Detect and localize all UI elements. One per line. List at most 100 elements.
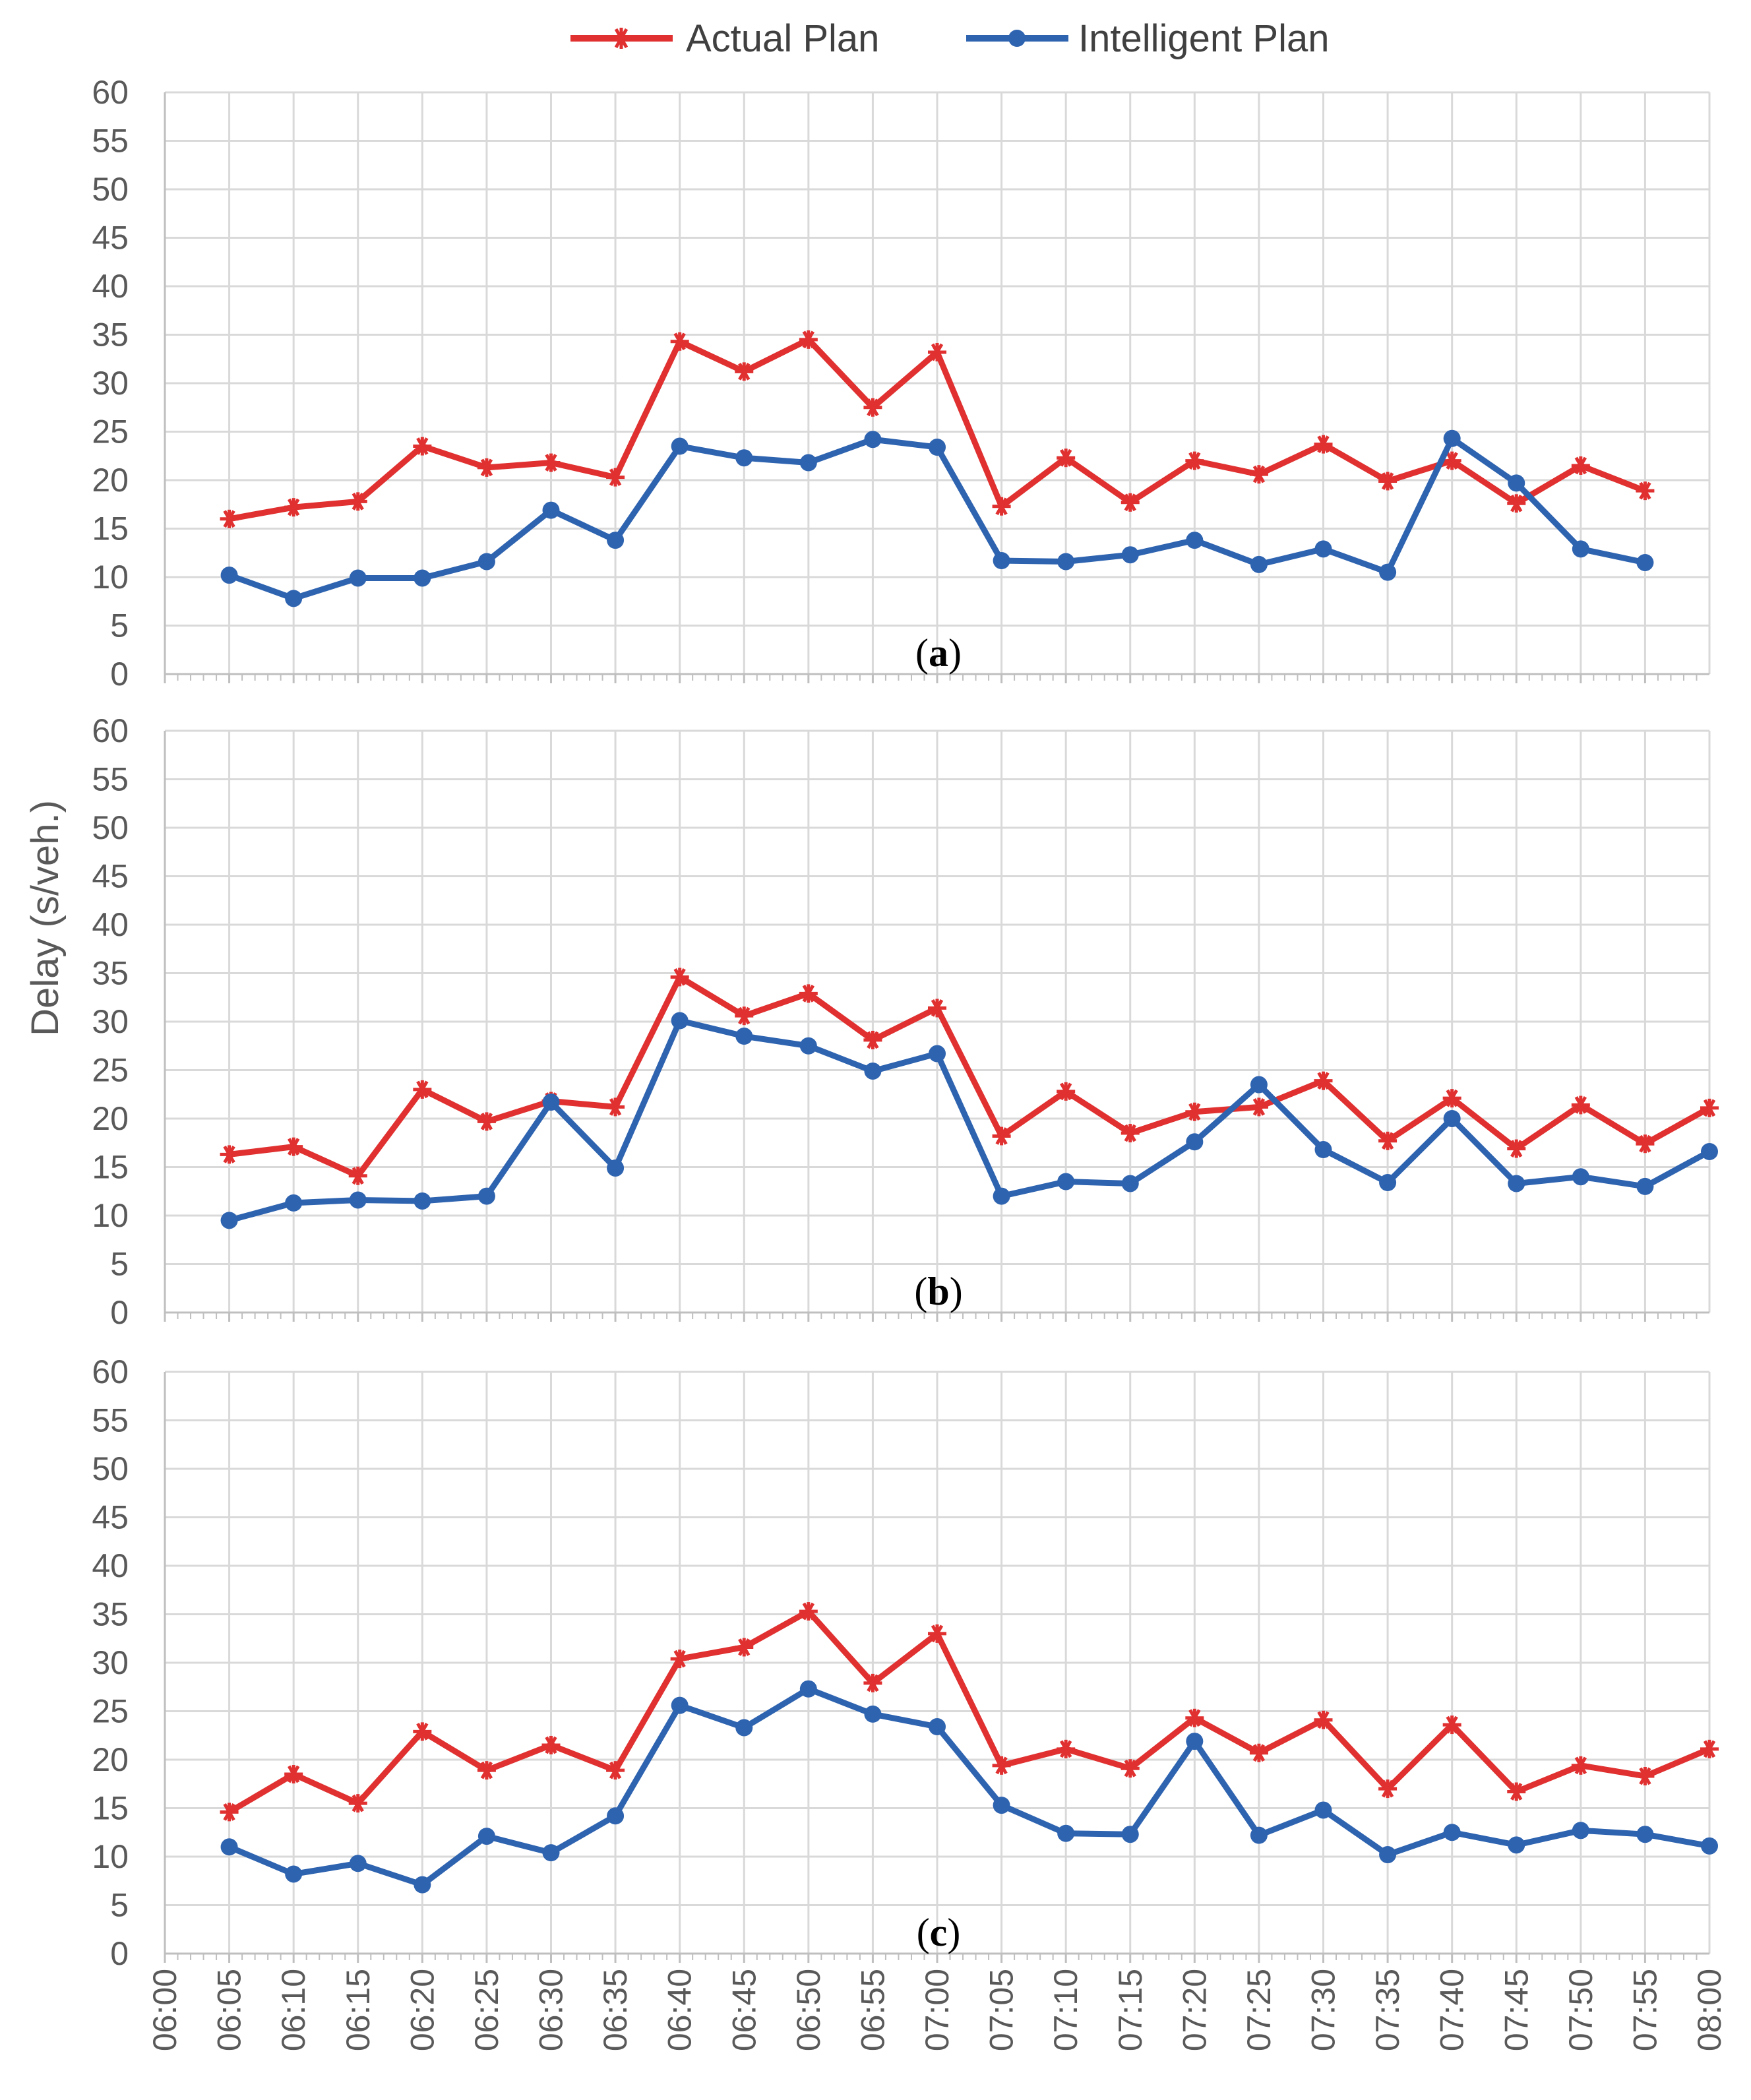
data-point-circle	[1636, 1826, 1654, 1843]
data-point-asterisk	[863, 1673, 882, 1692]
y-tick-labels: 0 5 10 15 20 25 30 35 40 45 50 55 60	[92, 712, 129, 1331]
data-point-asterisk	[541, 1735, 561, 1754]
data-point-circle	[799, 1680, 817, 1698]
data-point-circle	[1250, 1826, 1268, 1844]
data-point-circle	[1572, 1822, 1589, 1839]
panel-label: (c)	[917, 1911, 961, 1954]
x-tick-label: 07:50	[1562, 1969, 1599, 2051]
data-point-asterisk	[1571, 1756, 1590, 1775]
data-point-asterisk	[1314, 435, 1333, 454]
y-tick-label: 50	[92, 809, 129, 846]
y-tick-label: 35	[92, 1596, 129, 1633]
data-point-asterisk	[220, 1803, 239, 1822]
x-tick-label: 07:10	[1047, 1969, 1084, 2051]
data-point-asterisk	[1121, 493, 1140, 512]
data-point-circle	[349, 569, 367, 587]
x-tick-label: 06:30	[533, 1969, 570, 2051]
data-point-asterisk	[1057, 1739, 1076, 1758]
y-tick-label: 20	[92, 1100, 129, 1137]
y-tick-label: 0	[110, 1294, 129, 1331]
data-point-circle	[607, 1807, 625, 1825]
data-point-circle	[1057, 1824, 1075, 1842]
data-point-asterisk	[1249, 1743, 1268, 1762]
data-point-asterisk	[1378, 472, 1398, 491]
y-tick-label: 0	[110, 656, 129, 693]
data-point-asterisk	[863, 398, 882, 417]
data-point-circle	[414, 1192, 431, 1210]
data-point-asterisk	[1507, 494, 1526, 513]
data-point-circle	[671, 1012, 689, 1030]
panel-label-close: )	[947, 1911, 960, 1954]
data-point-asterisk	[1314, 1071, 1333, 1090]
data-point-asterisk	[1057, 448, 1076, 468]
data-point-circle	[1636, 553, 1654, 571]
data-point-asterisk	[735, 362, 754, 381]
y-tick-label: 5	[110, 1246, 129, 1283]
series-intelligent-plan	[220, 1680, 1718, 1894]
y-tick-label: 45	[92, 220, 129, 257]
data-point-circle	[993, 1187, 1010, 1205]
data-point-circle	[477, 1187, 495, 1205]
data-point-circle	[1443, 1110, 1461, 1127]
data-point-asterisk	[863, 1030, 882, 1049]
x-tick-label: 08:00	[1691, 1969, 1728, 2051]
series-intelligent-plan	[220, 429, 1654, 607]
data-point-circle	[1121, 1175, 1139, 1192]
x-tick-label: 07:45	[1498, 1969, 1535, 2051]
legend-intelligent-marker	[1008, 30, 1026, 47]
data-point-circle	[1250, 1076, 1268, 1094]
data-point-asterisk	[220, 509, 239, 528]
data-point-circle	[735, 1028, 753, 1045]
data-point-circle	[1314, 1801, 1332, 1819]
series-actual-plan	[220, 968, 1719, 1185]
data-point-asterisk	[670, 968, 689, 987]
data-point-asterisk	[1185, 1708, 1204, 1727]
series-line	[228, 1608, 1711, 1815]
x-tick-label: 06:55	[854, 1969, 891, 2051]
data-point-circle	[285, 590, 303, 607]
data-point-circle	[1508, 474, 1525, 492]
data-point-asterisk	[541, 453, 561, 472]
x-tick-label: 07:30	[1305, 1969, 1342, 2051]
x-tick-label: 06:50	[790, 1969, 827, 2051]
data-point-circle	[607, 1159, 625, 1177]
data-point-asterisk	[799, 1602, 818, 1621]
data-point-asterisk	[413, 1722, 432, 1741]
data-point-asterisk	[928, 342, 946, 361]
data-point-asterisk	[606, 1097, 625, 1117]
data-point-circle	[1572, 1168, 1589, 1186]
x-tick-label: 06:15	[340, 1969, 377, 2051]
legend-actual-label: Actual Plan	[686, 17, 879, 60]
data-point-asterisk	[1378, 1779, 1398, 1799]
data-point-asterisk	[284, 1765, 303, 1784]
data-point-circle	[799, 454, 817, 472]
data-point-asterisk	[735, 1006, 754, 1026]
y-tick-label: 60	[92, 1353, 129, 1390]
y-tick-label: 50	[92, 1450, 129, 1487]
panel-label: (b)	[914, 1270, 962, 1313]
data-point-asterisk	[799, 330, 818, 349]
y-tick-label: 40	[92, 268, 129, 305]
x-tick-label: 07:00	[919, 1969, 956, 2051]
data-point-asterisk	[1636, 1766, 1655, 1785]
panel-label-open: (	[917, 1911, 930, 1954]
y-tick-label: 50	[92, 171, 129, 208]
x-tick-label: 06:25	[468, 1969, 505, 2051]
x-tick-label: 06:00	[146, 1969, 183, 2051]
data-point-asterisk	[413, 1080, 432, 1099]
panel-b: 0 5 10 15 20 25 30 35 40 45 50 55 60 (b)	[92, 712, 1719, 1331]
data-point-circle	[1314, 540, 1332, 558]
data-point-circle	[1508, 1175, 1525, 1192]
y-tick-label: 45	[92, 1499, 129, 1536]
series-line	[229, 973, 1711, 1179]
y-tick-label: 0	[110, 1935, 129, 1972]
y-tick-labels: 0 5 10 15 20 25 30 35 40 45 50 55 60	[92, 74, 129, 693]
data-point-circle	[929, 439, 946, 456]
data-point-circle	[285, 1865, 303, 1883]
data-point-asterisk	[1442, 1715, 1461, 1735]
x-tick-label: 06:20	[404, 1969, 441, 2051]
y-tick-label: 45	[92, 858, 129, 895]
data-point-asterisk	[348, 492, 367, 511]
data-point-circle	[671, 437, 689, 455]
series-line	[228, 1018, 1711, 1223]
